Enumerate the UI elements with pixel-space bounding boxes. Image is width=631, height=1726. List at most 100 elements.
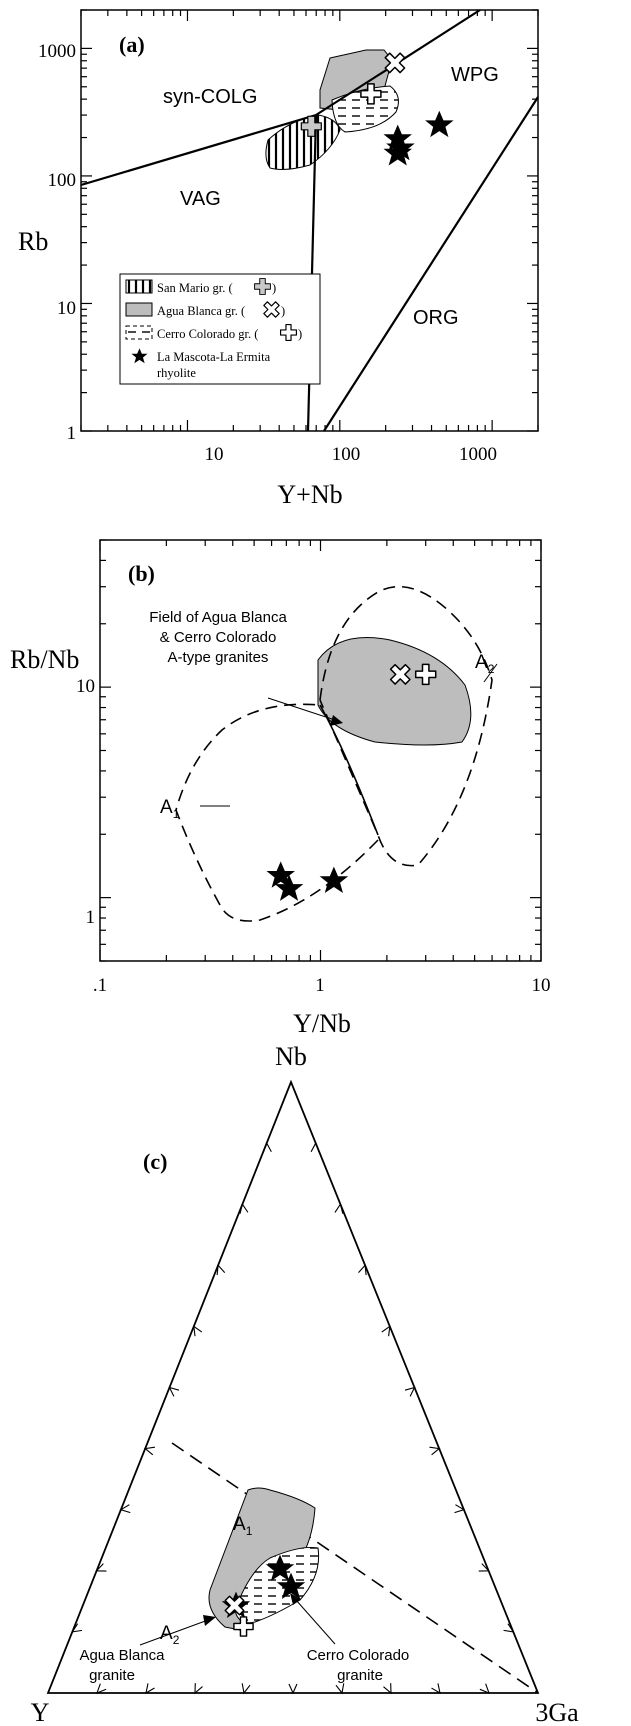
field-label-wpg: WPG — [451, 64, 499, 86]
field-label-org: ORG — [413, 307, 459, 329]
ternary-tick — [241, 1683, 251, 1695]
panel-b-frame — [99, 539, 542, 962]
ternary-ticks — [71, 1141, 515, 1695]
annotation-pointer — [267, 697, 336, 721]
field-label-a1: A1 — [160, 797, 180, 821]
ternary-tick — [288, 1683, 298, 1695]
ternary-tick — [95, 1563, 107, 1572]
c-field-label-a1: A1 — [233, 1514, 253, 1538]
x-tick-100: 100 — [332, 444, 361, 465]
legend-swatch-san-mario — [125, 279, 153, 294]
legend-label-la-mascota: La Mascota-La Ermita — [157, 350, 271, 364]
ternary-tick — [119, 1504, 131, 1514]
legend-label-cerro-colorado: Cerro Colorado gr. ( — [157, 327, 258, 341]
vertex-label-3ga: 3Ga — [535, 1698, 579, 1726]
ternary-tick — [168, 1386, 180, 1397]
legend-close-agua-blanca: ) — [281, 304, 285, 318]
ternary-tick — [383, 1683, 392, 1695]
cerro-colorado-label-line-1: Cerro Colorado — [307, 1647, 410, 1664]
y-tick-10: 10 — [57, 298, 76, 319]
ternary-tick — [262, 1141, 272, 1153]
ternary-tick — [454, 1504, 466, 1514]
ternary-tick — [239, 1202, 249, 1214]
a1-a2-dividing-line — [171, 1442, 539, 1694]
legend-label-rhyolite: rhyolite — [157, 366, 196, 380]
panel-label-c: (c) — [143, 1149, 167, 1174]
ternary-tick — [381, 1325, 391, 1337]
legend-label-san-mario: San Mario gr. ( — [157, 281, 233, 295]
panel-label-b: (b) — [128, 561, 155, 586]
ternary-tick — [71, 1623, 83, 1633]
legend-close-san-mario: ) — [272, 281, 276, 295]
panel-label-a: (a) — [119, 32, 145, 57]
agua-blanca-label-line-2: granite — [89, 1667, 135, 1684]
vertex-label-nb: Nb — [275, 1042, 307, 1071]
y-tick-100: 100 — [48, 170, 77, 191]
x-axis-label-y-nb: Y/Nb — [293, 1009, 351, 1038]
agua-blanca-label-line-1: Agua Blanca — [79, 1647, 165, 1664]
legend-label-agua-blanca: Agua Blanca gr. ( — [157, 304, 245, 318]
panel-a-frame — [80, 9, 539, 432]
annotation-line-3: A-type granites — [168, 649, 269, 666]
panel-a-axis-ticks — [80, 9, 539, 432]
cerro-colorado-label-line-2: granite — [337, 1667, 383, 1684]
x-tick-1000: 1000 — [459, 444, 497, 465]
y-tick-1: 1 — [67, 423, 77, 444]
field-label-a2: A2 — [475, 652, 495, 676]
y-axis-label-rb-nb: Rb/Nb — [10, 645, 79, 674]
y-axis-label-rb: Rb — [18, 227, 48, 256]
ternary-tick — [358, 1264, 367, 1276]
ternary-tick — [335, 1683, 345, 1695]
b-x-tick-1: 1 — [315, 975, 325, 996]
b-x-tick-10: 10 — [532, 975, 551, 996]
ternary-tick — [193, 1325, 203, 1337]
panel-b-axis-ticks — [99, 539, 542, 962]
panel-a: syn-COLG WPG VAG ORG (a) 1000 100 10 1 1… — [18, 9, 539, 509]
ternary-tick — [310, 1141, 320, 1153]
a1-a2-shared-boundary — [319, 704, 379, 836]
a-point-star — [425, 110, 454, 138]
panel-b-annotation: Field of Agua Blanca & Cerro Colorado A-… — [149, 609, 287, 666]
cerro-colorado-arrowhead — [290, 1593, 301, 1605]
cerro-colorado-pointer — [295, 1599, 336, 1645]
ternary-tick — [503, 1623, 515, 1633]
y-tick-1000: 1000 — [38, 41, 76, 62]
ternary-tick — [216, 1264, 226, 1276]
ternary-tick — [431, 1683, 441, 1695]
b-x-tick-0.1: .1 — [93, 975, 107, 996]
panel-a-legend: San Mario gr. ( ) Agua Blanca gr. ( ) Ce… — [119, 273, 321, 385]
agua-blanca-cerro-colorado-field — [317, 637, 472, 746]
field-label-vag: VAG — [180, 188, 221, 210]
x-tick-10: 10 — [205, 444, 224, 465]
x-axis-label-y-plus-nb: Y+Nb — [277, 480, 342, 509]
field-label-syn-colg: syn-COLG — [163, 86, 257, 108]
panel-a-fields — [265, 49, 399, 170]
agua-blanca-arrowhead — [203, 1615, 216, 1626]
a1-field-boundary — [175, 703, 379, 922]
a-point-star — [383, 139, 412, 166]
a2-label-tick — [483, 663, 498, 683]
ternary-tick — [194, 1683, 203, 1695]
ternary-tick — [479, 1683, 490, 1694]
legend-swatch-cerro-colorado — [125, 325, 153, 340]
ternary-tick — [145, 1683, 155, 1695]
ternary-tick — [478, 1563, 490, 1572]
ternary-tick — [429, 1446, 441, 1456]
panel-c: Nb Y 3Ga (c) A1 A2 Agua Blanca granite C… — [31, 1042, 580, 1726]
annotation-line-2: & Cerro Colorado — [160, 629, 277, 646]
ternary-tick — [96, 1683, 107, 1694]
legend-close-cerro-colorado: ) — [298, 327, 302, 341]
agua-blanca-pointer — [139, 1619, 209, 1646]
b-y-tick-1: 1 — [86, 907, 96, 928]
ternary-tick — [334, 1202, 344, 1214]
vertex-label-y: Y — [31, 1698, 50, 1726]
annotation-arrowhead — [330, 715, 343, 726]
annotation-line-1: Field of Agua Blanca — [149, 609, 287, 626]
panel-b: (b) Field of Agua Blanca & Cerro Colorad… — [10, 539, 551, 1038]
b-point-star — [319, 866, 349, 893]
legend-swatch-agua-blanca — [125, 302, 153, 317]
c-field-label-a2: A2 — [160, 1623, 180, 1647]
b-y-tick-10: 10 — [76, 676, 95, 697]
ternary-tick — [143, 1446, 156, 1456]
